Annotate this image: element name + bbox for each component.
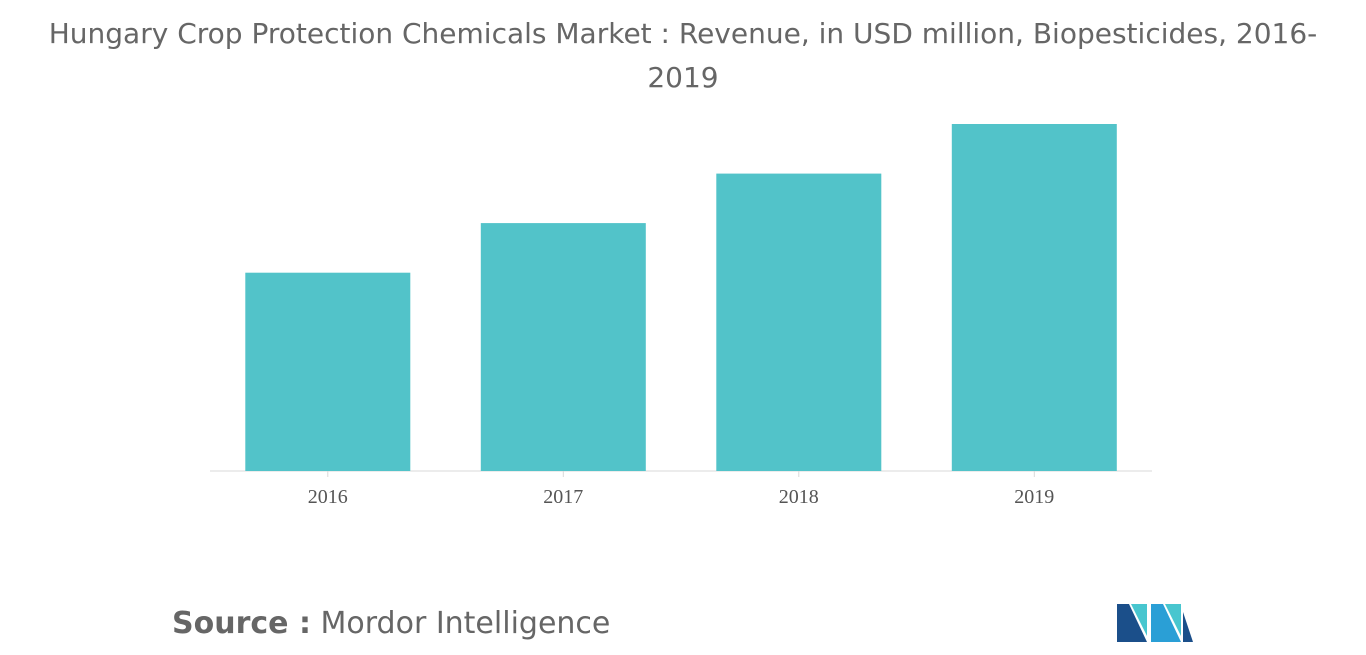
x-ticks-group: 2016 2017 2018 2019 (308, 471, 1054, 508)
chart-title: Hungary Crop Protection Chemicals Market… (48, 17, 1318, 94)
bar-2018 (716, 173, 882, 471)
bars-group (245, 124, 1117, 471)
logo-shape-5 (1183, 612, 1193, 642)
logo-shape-3 (1151, 604, 1181, 642)
x-tick-label-2018: 2018 (779, 486, 819, 508)
x-tick-label-2019: 2019 (1014, 486, 1054, 508)
source-label: Source : (172, 606, 311, 641)
bar-2019 (951, 124, 1117, 471)
logo-shape-1 (1117, 604, 1147, 642)
source-note: Source : Mordor Intelligence (172, 606, 610, 641)
bar-2017 (480, 223, 646, 471)
logo-shape-4 (1165, 604, 1181, 636)
x-tick-label-2016: 2016 (308, 486, 348, 508)
logo-shape-2 (1131, 604, 1147, 636)
bar-2016 (245, 272, 411, 471)
mordor-intelligence-logo-icon (1117, 604, 1193, 642)
source-value: Mordor Intelligence (320, 606, 611, 641)
x-tick-label-2017: 2017 (543, 486, 583, 508)
